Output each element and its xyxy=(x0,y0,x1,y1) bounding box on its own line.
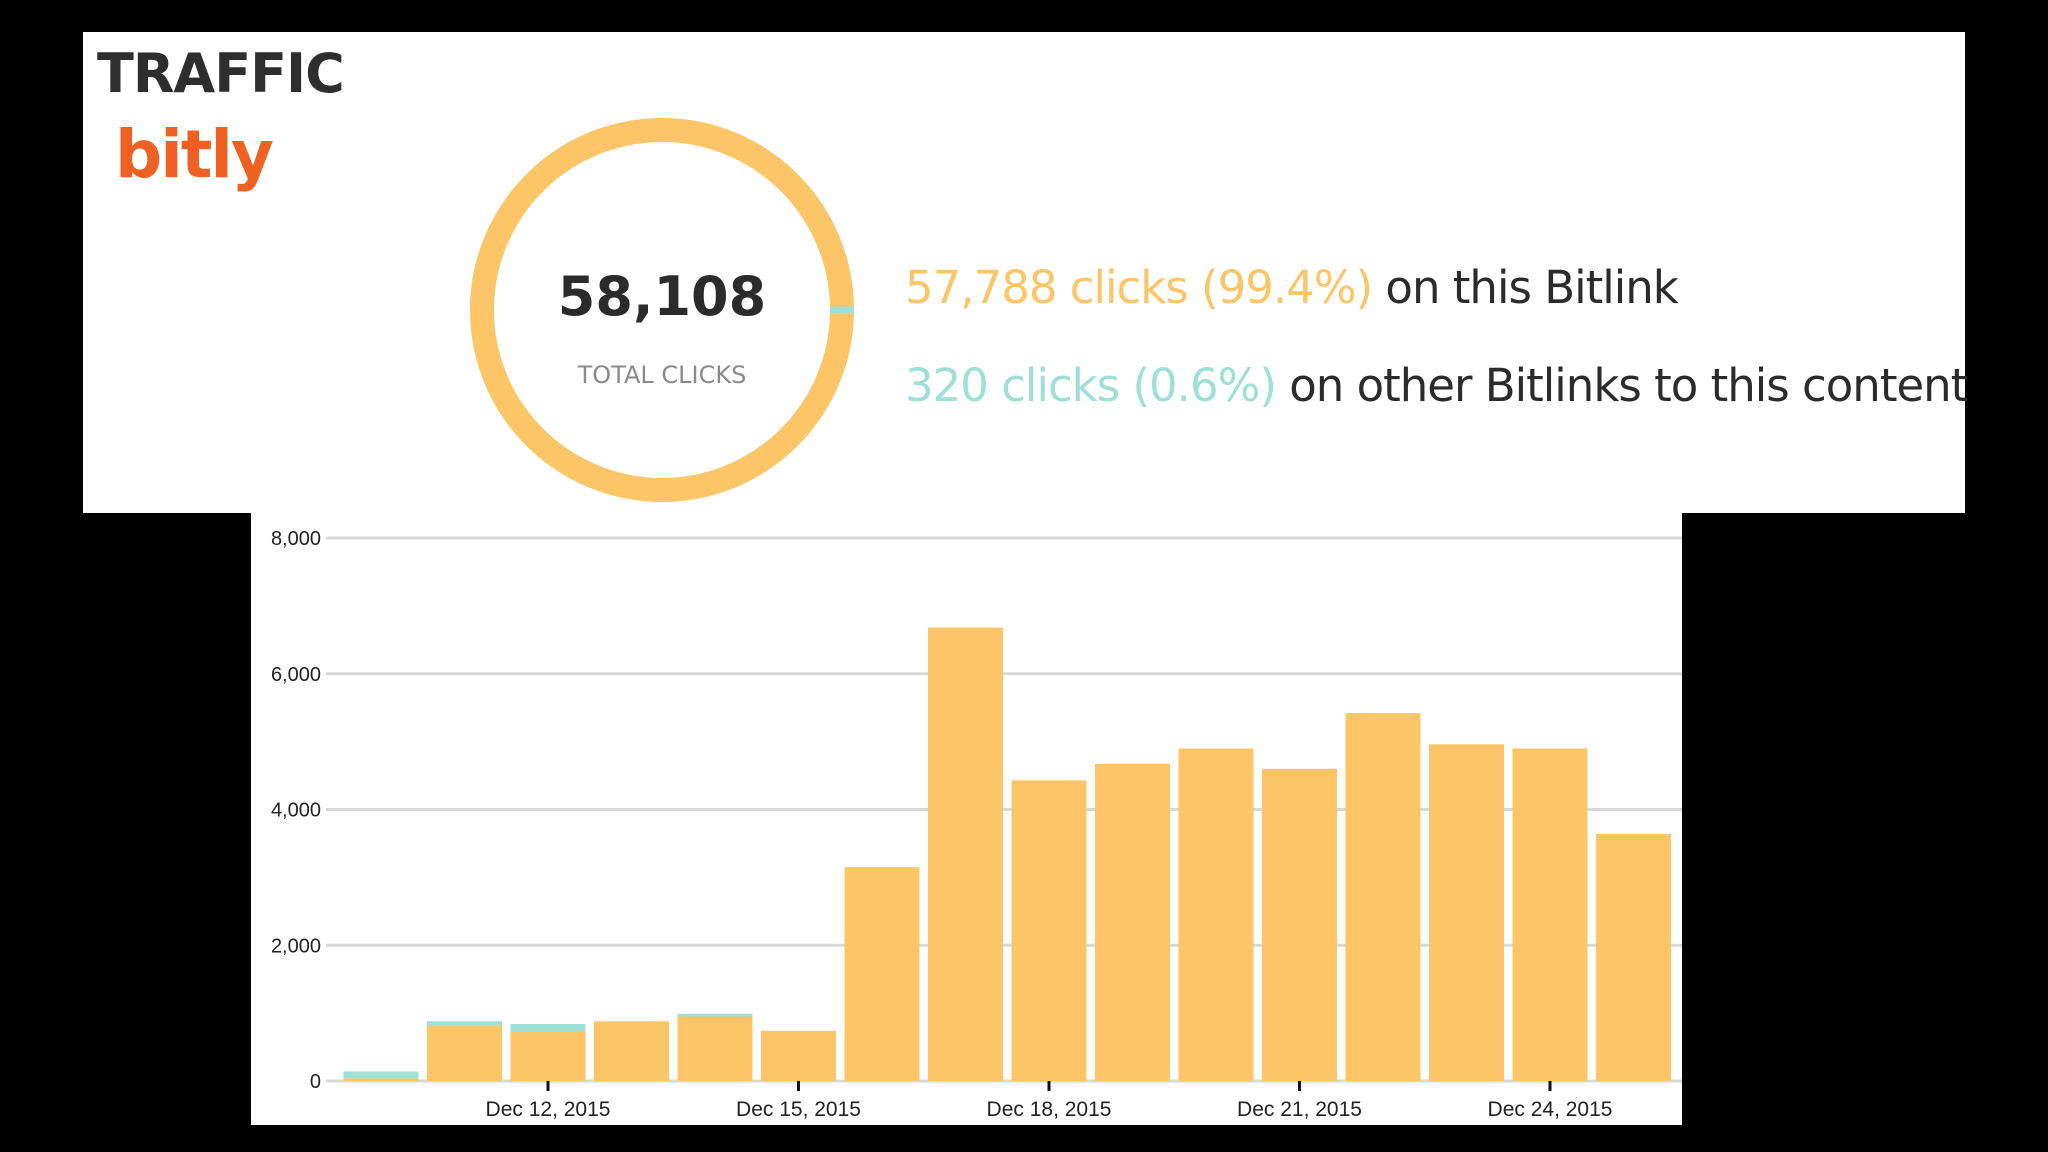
total-clicks-value: 58,108 xyxy=(557,265,767,328)
bar-this-bitlink xyxy=(1429,744,1504,1081)
clicks-chart-panel: 0 2,000 4,000 6,000 8,000 Dec 12, 2015 Dec 15,… xyxy=(251,513,1682,1125)
bar-this-bitlink xyxy=(1011,780,1087,1081)
bitly-logo: bitly xyxy=(115,116,274,193)
bar-other-bitlinks xyxy=(510,1023,586,1032)
total-clicks-donut: 58,108 TOTAL CLICKS xyxy=(457,105,867,515)
y-tick-label: 6,000 xyxy=(271,664,321,686)
bar-this-bitlink xyxy=(343,1078,419,1081)
bar-this-bitlink xyxy=(427,1025,502,1081)
other-clicks-stat: 320 clicks (0.6%) on other Bitlinks to t… xyxy=(905,359,1968,412)
bar-other-bitlinks xyxy=(343,1071,419,1079)
bar-this-bitlink xyxy=(510,1031,586,1081)
donut-ring xyxy=(470,118,854,502)
clicks-bar-chart: 0 2,000 4,000 6,000 8,000 Dec 12, 2015 Dec 15,… xyxy=(271,528,1682,1121)
primary-clicks-stat: 57,788 clicks (99.4%) on this Bitlink xyxy=(905,261,1679,314)
primary-clicks-highlight: 57,788 clicks (99.4%) xyxy=(905,261,1373,314)
traffic-panel: TRAFFIC bitly 58,108 TOTAL CLICKS 57,788… xyxy=(83,32,1968,515)
other-clicks-text: on other Bitlinks to this content xyxy=(1275,359,1968,412)
x-tick-label: Dec 24, 2015 xyxy=(1488,1098,1613,1121)
y-tick-label: 0 xyxy=(310,1071,321,1093)
bar-this-bitlink xyxy=(1345,713,1421,1081)
bar-this-bitlink xyxy=(844,867,920,1081)
y-tick-label: 8,000 xyxy=(271,528,321,550)
bar-this-bitlink xyxy=(928,627,1003,1081)
bar-this-bitlink xyxy=(677,1016,753,1081)
bar-this-bitlink xyxy=(1512,748,1588,1081)
x-tick-label: Dec 12, 2015 xyxy=(486,1098,611,1121)
total-clicks-label: TOTAL CLICKS xyxy=(577,361,747,389)
bar-this-bitlink xyxy=(594,1021,669,1081)
donut-segment-this-bitlink xyxy=(470,118,854,502)
bar-other-bitlinks xyxy=(427,1021,502,1026)
bar-this-bitlink xyxy=(1262,768,1337,1081)
primary-clicks-text: on this Bitlink xyxy=(1372,261,1678,314)
x-tick-label: Dec 15, 2015 xyxy=(736,1098,861,1121)
bar-this-bitlink xyxy=(761,1030,836,1081)
bar-this-bitlink xyxy=(1095,764,1170,1081)
y-tick-label: 4,000 xyxy=(271,800,321,822)
bar-this-bitlink xyxy=(1178,748,1254,1081)
x-tick-label: Dec 21, 2015 xyxy=(1237,1098,1362,1121)
other-clicks-highlight: 320 clicks (0.6%) xyxy=(905,359,1277,412)
bar-other-bitlinks xyxy=(677,1013,753,1017)
traffic-title: TRAFFIC xyxy=(97,42,345,105)
bar-this-bitlink xyxy=(1596,833,1671,1081)
x-tick-label: Dec 18, 2015 xyxy=(987,1098,1112,1121)
y-tick-label: 2,000 xyxy=(271,935,321,957)
